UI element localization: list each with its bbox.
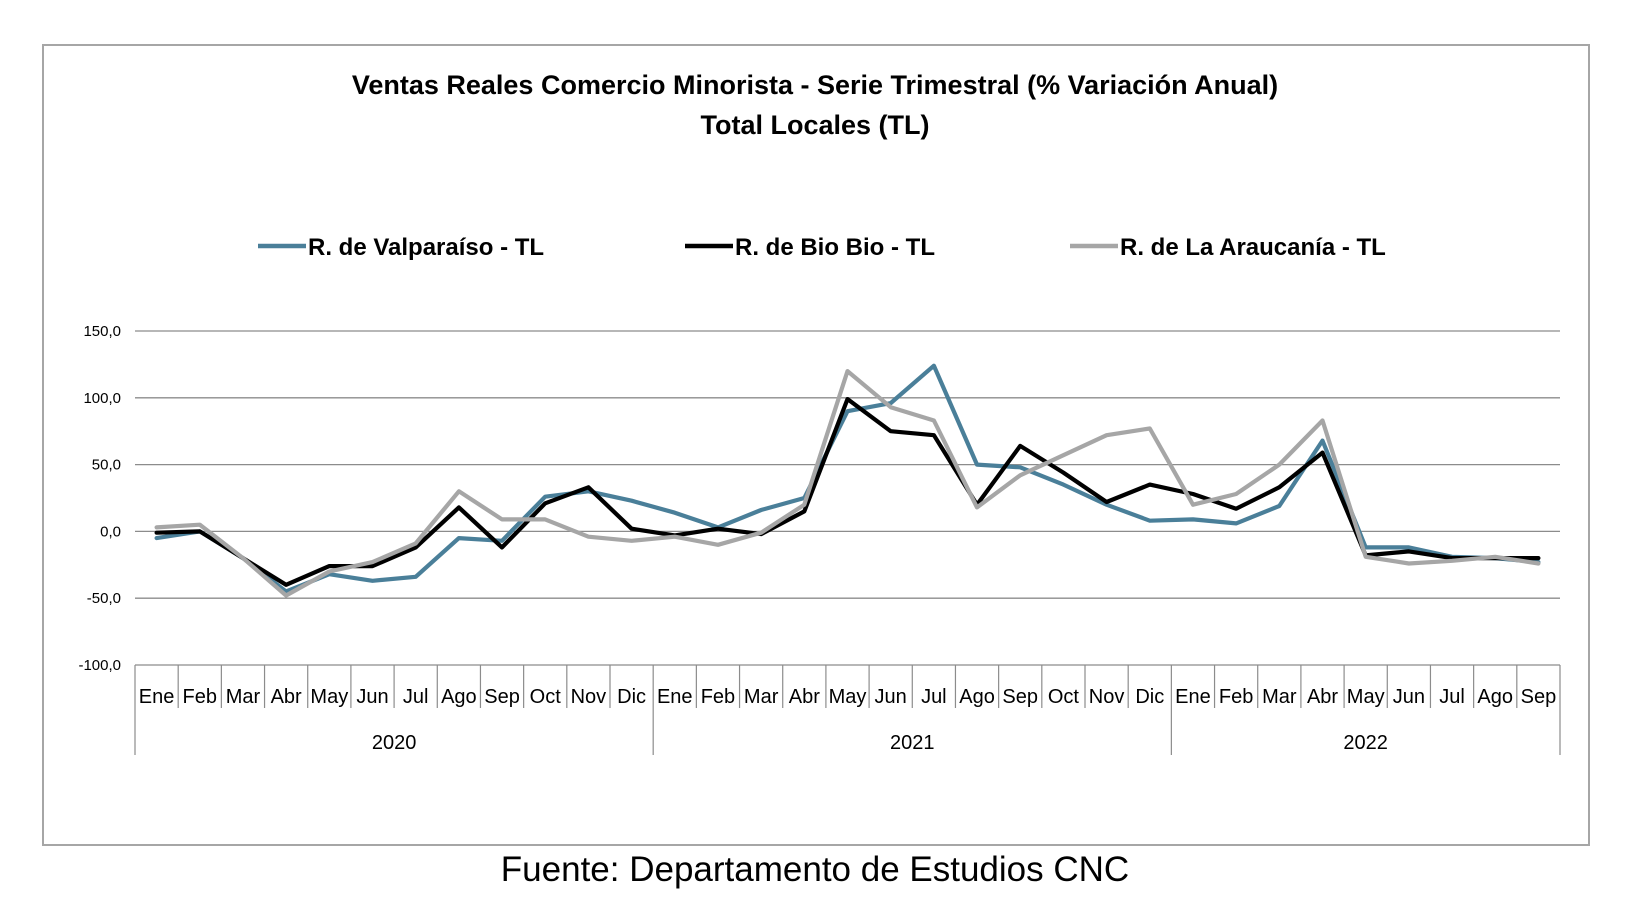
x-tick-label: Feb: [701, 686, 735, 708]
legend-label: R. de Valparaíso - TL: [308, 234, 544, 261]
x-tick-label: May: [829, 686, 867, 708]
y-tick-label: 0,0: [100, 523, 121, 540]
x-tick-label: Sep: [1002, 686, 1038, 708]
x-tick-label: May: [1347, 686, 1385, 708]
x-tick-label: Nov: [571, 686, 607, 708]
x-tick-label: Sep: [484, 686, 520, 708]
x-tick-label: Oct: [530, 686, 562, 708]
chart-title: Ventas Reales Comercio Minorista - Serie…: [352, 70, 1278, 100]
x-tick-label: Feb: [183, 686, 217, 708]
x-tick-label: Ene: [1175, 686, 1211, 708]
x-tick-label: Ene: [657, 686, 693, 708]
x-tick-label: Nov: [1089, 686, 1125, 708]
series-lines: [154, 363, 1541, 598]
x-tick-label: Dic: [617, 686, 646, 708]
x-tick-label: Jun: [1393, 686, 1425, 708]
x-tick-label: Abr: [271, 686, 302, 708]
y-tick-label: -50,0: [87, 590, 121, 607]
x-tick-label: Jul: [1439, 686, 1465, 708]
x-tick-label: Mar: [1262, 686, 1297, 708]
x-tick-label: Feb: [1219, 686, 1253, 708]
x-tick-label: Sep: [1521, 686, 1557, 708]
y-tick-label: 50,0: [92, 457, 121, 474]
x-tick-label: Ene: [139, 686, 175, 708]
legend-label: R. de Bio Bio - TL: [735, 234, 935, 261]
x-tick-label: Jul: [921, 686, 947, 708]
x-tick-label: Jun: [875, 686, 907, 708]
y-tick-label: -100,0: [78, 657, 121, 674]
x-tick-label: Ago: [1477, 686, 1513, 708]
year-label: 2022: [1343, 732, 1388, 754]
series-line-2: [154, 397, 1541, 587]
year-label: 2021: [890, 732, 935, 754]
y-tick-label: 150,0: [83, 323, 121, 340]
legend: R. de Valparaíso - TL R. de Bio Bio - TL R…: [258, 234, 1386, 261]
x-tick-label: May: [310, 686, 348, 708]
year-label: 2020: [372, 732, 417, 754]
x-tick-label: Jun: [356, 686, 388, 708]
source-note: Fuente: Departamento de Estudios CNC: [500, 850, 1130, 889]
x-tick-label: Ago: [959, 686, 995, 708]
x-tick-label: Mar: [744, 686, 779, 708]
x-tick-label: Ago: [441, 686, 477, 708]
x-tick-label: Mar: [226, 686, 261, 708]
y-tick-label: 100,0: [83, 390, 121, 407]
x-tick-label: Oct: [1048, 686, 1080, 708]
chart-subtitle: Total Locales (TL): [700, 110, 929, 140]
series-line-3: [154, 369, 1541, 598]
y-axis: 150,0 100,0 50,0 0,0 -50,0 -100,0: [78, 323, 121, 674]
x-tick-label: Abr: [789, 686, 820, 708]
x-tick-label: Abr: [1307, 686, 1338, 708]
legend-label: R. de La Araucanía - TL: [1120, 234, 1386, 261]
x-tick-label: Dic: [1135, 686, 1164, 708]
x-tick-label: Jul: [403, 686, 429, 708]
x-axis: Ene Feb Mar Abr May Jun Jul Ago Sep Oct Nov Dic Ene F…: [134, 665, 1561, 755]
